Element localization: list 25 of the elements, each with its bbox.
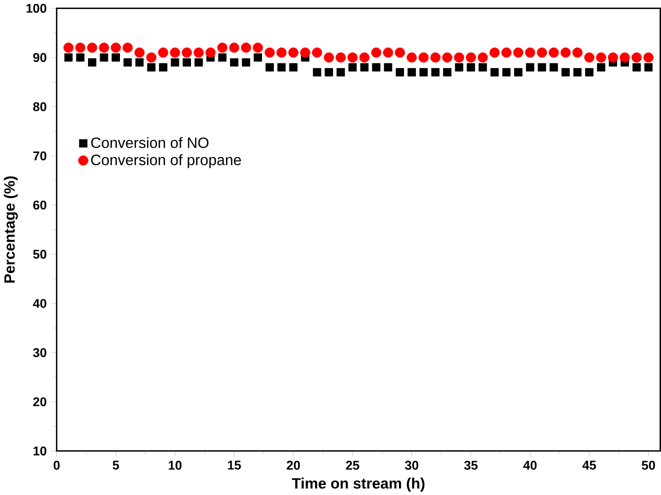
y-tick-label: 60 [33, 200, 46, 210]
x-tick-label: 40 [523, 460, 537, 470]
y-tick-label: 10 [34, 446, 46, 456]
y-tick-label: 100 [26, 4, 46, 13]
x-tick-label: 25 [346, 460, 360, 470]
x-tick-label: 35 [464, 460, 478, 470]
x-tick-label: 0 [54, 460, 60, 470]
legend-label: Conversion of propane [91, 154, 241, 168]
x-tick-label: 20 [286, 460, 300, 470]
y-tick-label: 90 [33, 52, 46, 62]
y-tick-label: 30 [33, 348, 46, 357]
y-tick-label: 70 [33, 151, 46, 160]
y-tick-label: 20 [33, 397, 46, 406]
y-tick-label: 50 [33, 250, 46, 259]
y-axis-title: Percentage (%) [4, 176, 18, 282]
x-tick-label: 5 [112, 460, 119, 470]
y-tick-label: 80 [33, 102, 46, 111]
x-tick-label: 50 [642, 460, 655, 470]
x-tick-label: 45 [582, 460, 596, 470]
x-tick-label: 15 [228, 460, 241, 470]
x-axis-title: Time on stream (h) [292, 477, 424, 492]
x-tick-label: 30 [404, 460, 418, 470]
legend-label: Conversion of NO [91, 136, 208, 148]
y-tick-label: 40 [32, 298, 46, 308]
x-tick-label: 10 [168, 460, 182, 470]
